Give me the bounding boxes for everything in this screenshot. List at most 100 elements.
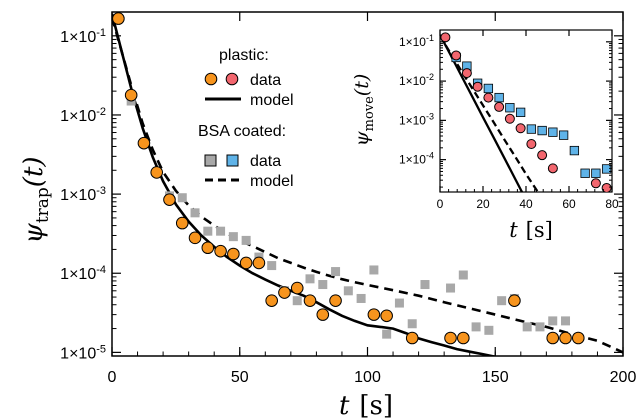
main-bsa-point <box>177 193 187 203</box>
main-plastic-point <box>559 331 572 345</box>
inset-bsa-point <box>558 130 569 140</box>
main-bsa-point <box>382 329 392 339</box>
inset-y-tick-label: 1×10-2 <box>399 72 434 88</box>
inset-y-tick-label: 1×10-4 <box>399 151 434 167</box>
main-plastic-point <box>201 241 215 255</box>
main-plastic-point <box>112 12 125 25</box>
legend-label-plastic-data: data <box>250 72 281 89</box>
main-bsa-point <box>497 296 507 306</box>
main-plastic-point <box>329 294 342 307</box>
inset-BSA-coated-model-curve <box>440 35 540 192</box>
main-data-markers <box>112 12 585 345</box>
inset-axis-ticks: 0 20 40 60 80 1×10-1 1×10-2 1×10-3 1×10-4 <box>399 29 619 211</box>
inset-plastic-point <box>547 163 558 174</box>
main-bsa-point <box>228 232 238 242</box>
inset-plastic-point <box>504 113 515 124</box>
main-bsa-point <box>407 319 417 329</box>
main-bsa-point <box>356 293 366 303</box>
inset-data-markers <box>440 32 612 192</box>
main-plastic-point <box>367 308 381 321</box>
main-bsa-point <box>535 322 545 332</box>
legend-marker-bsa-gray <box>204 154 217 167</box>
main-bsa-point <box>305 274 315 284</box>
legend-marker-plastic-red <box>225 72 239 86</box>
main-bsa-point <box>369 265 379 275</box>
inset-bsa-point <box>515 107 526 118</box>
inset-bsa-point <box>483 83 494 94</box>
inset-bsa-point <box>591 168 601 178</box>
main-plastic-point <box>444 331 457 345</box>
inset-x-tick-label: 40 <box>519 197 533 211</box>
main-plastic-point <box>405 331 419 345</box>
main-bsa-point <box>458 270 468 280</box>
legend-label-bsa-data: data <box>250 153 281 170</box>
main-bsa-point <box>522 322 532 332</box>
main-plastic-point <box>163 193 176 206</box>
main-x-tick-label: 200 <box>610 369 637 386</box>
main-plastic-point <box>380 309 393 323</box>
inset-y-tick-label: 1×10-1 <box>399 33 434 49</box>
main-plastic-point <box>508 294 521 307</box>
main-plastic-point <box>571 331 585 345</box>
inset-plot <box>439 29 613 193</box>
main-bsa-point <box>267 261 277 271</box>
inset-plastic-point <box>451 50 462 61</box>
legend-title-plastic: plastic: <box>219 47 269 64</box>
main-bsa-point <box>446 283 456 293</box>
main-plastic-point <box>137 136 151 150</box>
main-y-axis-label: ψtrap(t) <box>19 156 53 243</box>
main-bsa-point <box>241 235 251 245</box>
main-plastic-point <box>188 231 202 245</box>
main-plastic-point <box>303 294 317 307</box>
main-plastic-point <box>316 308 330 321</box>
main-plastic-point <box>124 88 138 102</box>
inset-bsa-point <box>526 124 537 134</box>
inset-plastic-point <box>537 150 548 161</box>
inset-plastic-point <box>483 92 494 103</box>
main-axis-ticks: 0 50 100 150 2001×10-11×10-21×10-31×10-41×10… <box>60 11 637 386</box>
main-plastic-point <box>227 247 240 261</box>
main-plastic-point <box>239 256 253 270</box>
main-BSA-coated-model-curve <box>112 17 623 354</box>
inset-plastic-point <box>590 178 601 189</box>
main-bsa-point <box>561 316 571 326</box>
main-bsa-point <box>318 280 328 290</box>
inset-x-axis-label: t [s] <box>509 218 553 242</box>
main-y-tick-label: 1×10-1 <box>60 27 106 46</box>
main-bsa-point <box>548 316 558 326</box>
main-x-tick-label: 50 <box>231 369 249 386</box>
main-bsa-point <box>292 296 302 306</box>
main-plastic-point <box>175 216 189 230</box>
inset-model-curves <box>440 34 540 192</box>
inset-bsa-point <box>505 103 515 113</box>
main-y-tick-label: 1×10-2 <box>60 106 106 125</box>
main-plastic-point <box>546 331 560 345</box>
inset-bsa-point <box>580 168 590 178</box>
inset-x-tick-label: 80 <box>605 197 619 211</box>
main-y-tick-label: 1×10-5 <box>60 343 106 362</box>
main-bsa-point <box>420 280 430 290</box>
main-y-tick-label: 1×10-3 <box>60 185 106 204</box>
main-x-tick-label: 100 <box>354 369 381 386</box>
main-plastic-point <box>252 256 266 270</box>
main-plastic-point <box>150 166 164 179</box>
main-bsa-point <box>331 267 341 277</box>
inset-plastic-point <box>494 101 505 112</box>
inset-bsa-point <box>548 127 558 137</box>
legend-marker-bsa-blue <box>226 154 239 167</box>
main-plastic-point <box>265 294 278 307</box>
main-plastic-point <box>278 286 291 299</box>
legend-label-plastic-model: model <box>250 92 294 109</box>
inset-bsa-point <box>601 164 612 174</box>
inset-plastic-point <box>526 139 537 150</box>
inset-plastic-point <box>440 32 451 43</box>
inset-x-tick-label: 20 <box>476 197 490 211</box>
main-bsa-point <box>203 226 213 236</box>
main-bsa-point <box>471 322 481 332</box>
inset-x-tick-label: 60 <box>562 197 576 211</box>
inset-plastic-model-curve <box>440 34 524 192</box>
inset-y-tick-label: 1×10-3 <box>399 111 434 127</box>
main-bsa-point <box>394 298 404 308</box>
main-bsa-point <box>343 286 353 296</box>
